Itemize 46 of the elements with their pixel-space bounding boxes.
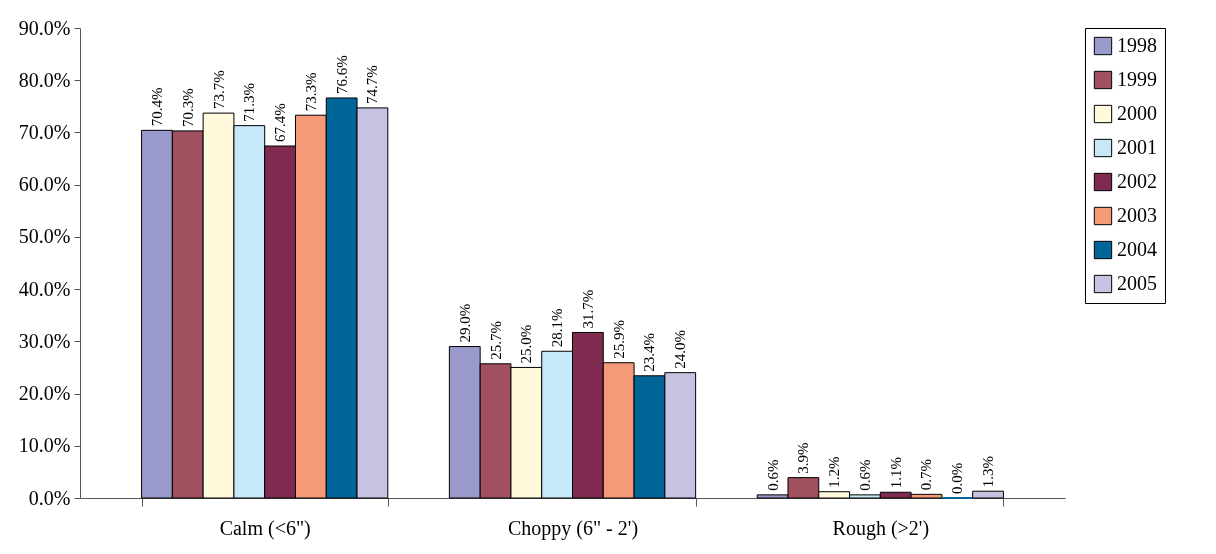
y-tick-label: 70.0%: [18, 120, 71, 143]
data-label: 73.3%: [302, 72, 319, 112]
data-label: 29.0%: [456, 303, 473, 343]
data-label: 71.3%: [241, 82, 258, 122]
data-label: 25.0%: [518, 324, 535, 364]
y-tick-label: 90.0%: [18, 16, 71, 39]
y-tick-label: 50.0%: [18, 225, 71, 248]
y-tick-label: 10.0%: [18, 434, 71, 457]
data-label: 70.3%: [179, 88, 196, 127]
data-label: 1.1%: [887, 457, 904, 489]
x-tick-label: Choppy (6" - 2'): [507, 516, 639, 540]
data-label: 70.4%: [148, 87, 165, 127]
x-tick-label: Calm (<6"): [219, 516, 311, 540]
y-tick-label: 60.0%: [18, 173, 71, 196]
data-label: 0.6%: [764, 459, 781, 491]
data-label: 74.7%: [364, 65, 381, 104]
y-tick-label: 30.0%: [18, 329, 71, 352]
data-label: 25.9%: [610, 319, 627, 359]
legend-label: 2000: [1117, 102, 1157, 124]
data-label: 0.0%: [949, 462, 966, 494]
legend-label: 1999: [1117, 68, 1157, 90]
y-tick-label: 0.0%: [28, 486, 71, 509]
legend-label: 2003: [1117, 204, 1157, 226]
legend-label: 2005: [1117, 272, 1157, 294]
x-tick-label: Rough (>2'): [832, 516, 930, 540]
legend-label: 2004: [1117, 238, 1157, 260]
data-label: 23.4%: [641, 333, 658, 372]
data-label: 25.7%: [487, 321, 504, 360]
data-label: 0.7%: [918, 459, 935, 491]
data-label: 73.7%: [210, 70, 227, 110]
y-tick-label: 80.0%: [18, 68, 71, 91]
legend-label: 1998: [1117, 34, 1157, 56]
legend-label: 2002: [1117, 170, 1157, 192]
data-label: 31.7%: [579, 289, 596, 329]
data-label: 28.1%: [549, 308, 566, 348]
data-label: 76.6%: [333, 55, 350, 94]
data-label: 3.9%: [795, 442, 812, 474]
bar: [972, 490, 1004, 499]
legend-label: 2001: [1117, 136, 1157, 158]
y-tick-label: 40.0%: [18, 277, 71, 300]
data-label: 1.2%: [826, 456, 843, 488]
data-label: 0.6%: [856, 459, 873, 491]
data-label: 67.4%: [272, 103, 289, 143]
y-tick-label: 20.0%: [18, 382, 71, 405]
data-label: 1.3%: [980, 455, 997, 488]
data-label: 24.0%: [672, 329, 689, 369]
